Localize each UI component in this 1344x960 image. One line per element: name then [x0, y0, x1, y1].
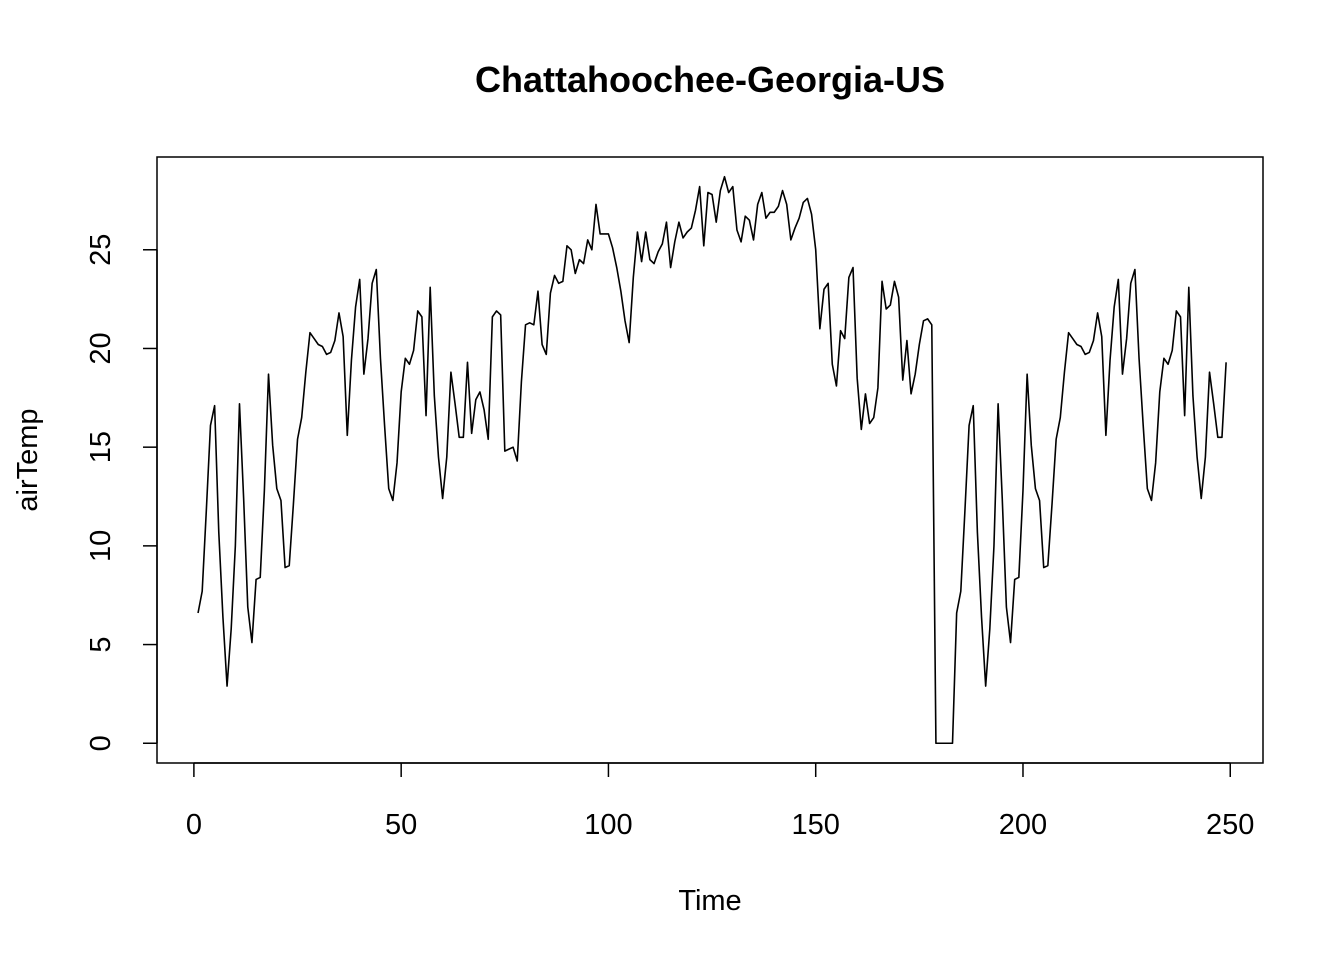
- y-axis-label: airTemp: [12, 408, 44, 511]
- series-line-airtemp: [197, 175, 1227, 745]
- x-tick-label: 50: [385, 809, 417, 841]
- y-tick-label: 10: [85, 530, 117, 562]
- chart-title: Chattahoochee-Georgia-US: [475, 59, 945, 100]
- y-tick-label: 15: [85, 431, 117, 463]
- y-tick-label: 25: [85, 234, 117, 266]
- x-tick-label: 150: [792, 809, 840, 841]
- x-tick-label: 250: [1206, 809, 1254, 841]
- y-tick-label: 5: [85, 636, 117, 652]
- y-tick-label: 0: [85, 735, 117, 751]
- y-axis: 0 5 10 15 20 25: [85, 234, 158, 751]
- y-tick-label: 20: [85, 332, 117, 364]
- x-axis-label: Time: [678, 885, 741, 917]
- x-axis: 0 50 100 150 200 250: [186, 762, 1254, 841]
- plot-area-frame: [156, 156, 1264, 764]
- x-tick-label: 100: [584, 809, 632, 841]
- x-tick-label: 0: [186, 809, 202, 841]
- x-tick-label: 200: [999, 809, 1047, 841]
